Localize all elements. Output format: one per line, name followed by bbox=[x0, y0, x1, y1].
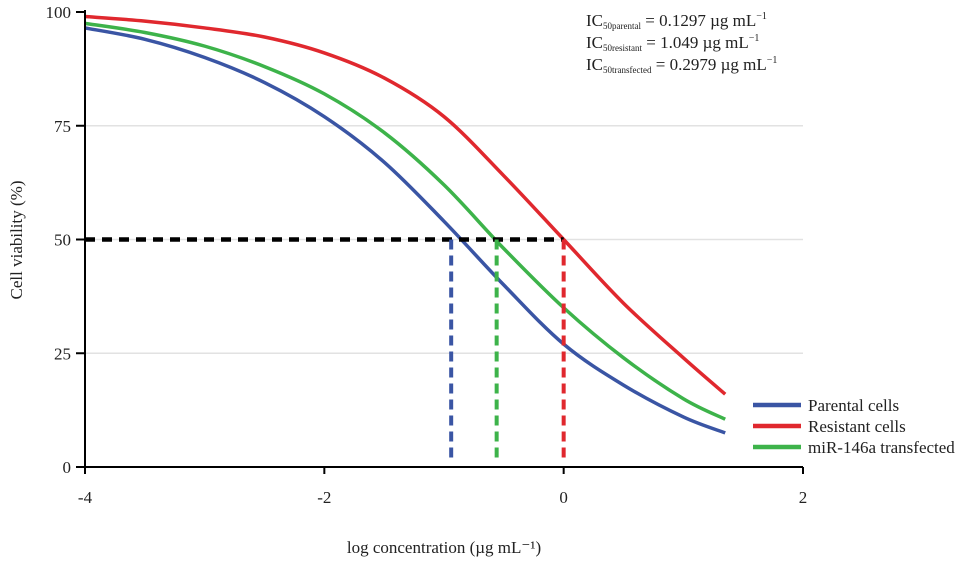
y-tick-label: 25 bbox=[54, 344, 71, 363]
legend-label: miR-146a transfected bbox=[808, 438, 955, 457]
annotation-base: IC bbox=[586, 33, 603, 52]
annotation-text: = 0.2979 µg mL bbox=[651, 55, 766, 74]
axes: 0 25 50 75 100 -4 -2 0 2 bbox=[46, 3, 808, 507]
x-tick-label: 0 bbox=[559, 488, 568, 507]
x-tick-label: 2 bbox=[799, 488, 808, 507]
annotation-sub: 50parental bbox=[603, 21, 641, 31]
legend-label: Resistant cells bbox=[808, 417, 906, 436]
ic50-annotation: IC50transfected = 0.2979 µg mL−1 bbox=[586, 55, 777, 75]
curve-mir-146a-transfected bbox=[84, 21, 726, 421]
y-tick-label: 50 bbox=[54, 231, 71, 250]
ic50-annotations: IC50parental = 0.1297 µg mL−1IC50resista… bbox=[586, 11, 777, 75]
annotation-sub: 50transfected bbox=[603, 65, 652, 75]
annotation-base: IC bbox=[586, 11, 603, 30]
curve-parental-cells bbox=[84, 26, 726, 435]
ic50-annotation: IC50parental = 0.1297 µg mL−1 bbox=[586, 11, 767, 31]
annotation-sup: −1 bbox=[767, 55, 778, 66]
legend-label: Parental cells bbox=[808, 396, 899, 415]
x-axis-label: log concentration (µg mL⁻¹) bbox=[347, 538, 541, 557]
x-tick-label: -2 bbox=[317, 488, 331, 507]
annotation-text: = 1.049 µg mL bbox=[642, 33, 749, 52]
curves bbox=[84, 14, 727, 435]
y-axis-label: Cell viability (%) bbox=[7, 181, 26, 300]
annotation-sup: −1 bbox=[749, 33, 760, 44]
y-tick-label: 100 bbox=[46, 3, 72, 22]
annotation-text: = 0.1297 µg mL bbox=[641, 11, 756, 30]
annotation-sup: −1 bbox=[756, 11, 767, 22]
x-tick-label: -4 bbox=[78, 488, 93, 507]
y-tick-label: 0 bbox=[63, 458, 72, 477]
annotation-sub: 50resistant bbox=[603, 43, 642, 53]
ic50-annotation: IC50resistant = 1.049 µg mL−1 bbox=[586, 33, 759, 53]
legend: Parental cells Resistant cells miR-146a tr… bbox=[753, 396, 955, 457]
y-tick-label: 75 bbox=[54, 117, 71, 136]
annotation-base: IC bbox=[586, 55, 603, 74]
ic50-guides bbox=[85, 237, 566, 462]
curve-resistant-cells bbox=[84, 14, 727, 396]
